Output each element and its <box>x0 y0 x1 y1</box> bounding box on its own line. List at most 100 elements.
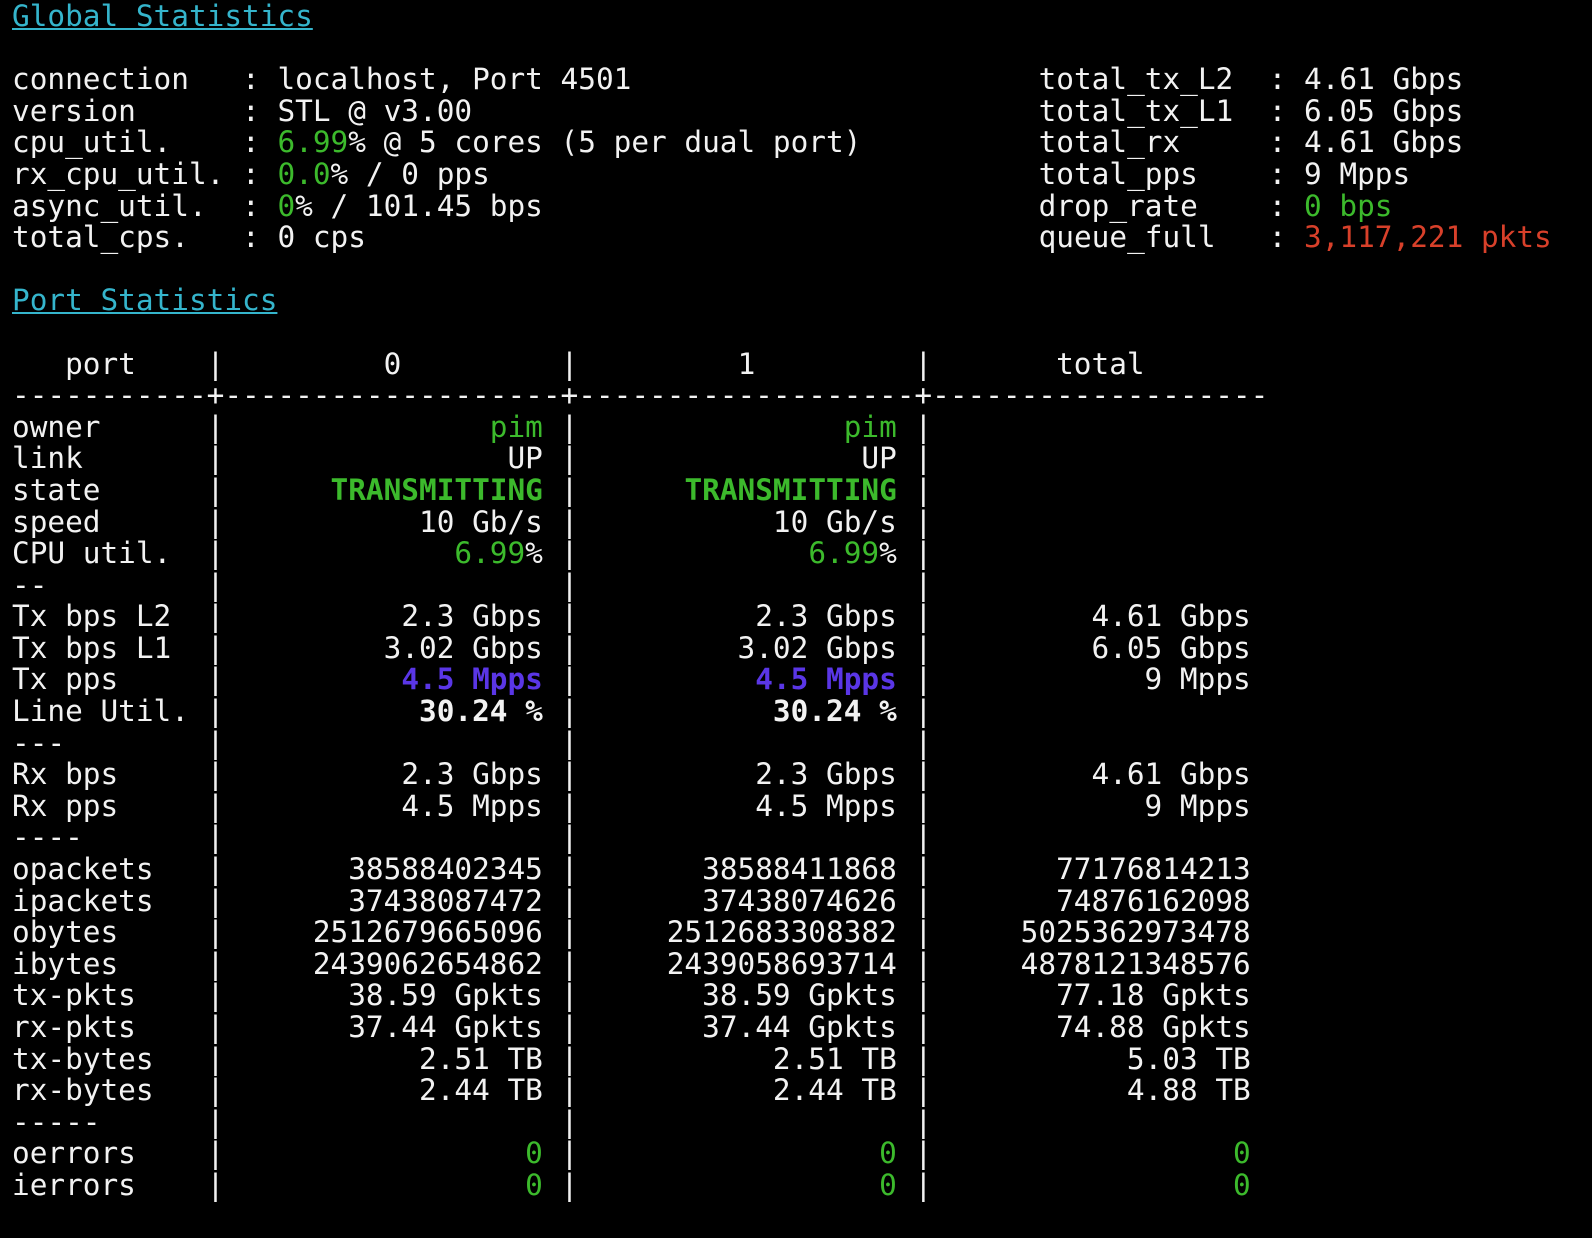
cell-value: 74876162098 <box>1056 883 1251 918</box>
stat-label: total_tx_L2 <box>1038 62 1234 97</box>
global-stat-right: queue_full : 3,117,221 pkts <box>1038 220 1552 255</box>
stat-value: 0.0 <box>277 156 331 191</box>
section-heading: Global Statistics <box>12 0 313 33</box>
stat-label: queue_full <box>1038 220 1216 255</box>
row-label: ierrors <box>12 1167 136 1202</box>
row-label: rx-bytes <box>12 1073 154 1108</box>
cell-value: UP <box>861 441 897 476</box>
stat-label: total_pps <box>1038 156 1198 191</box>
stat-label: rx_cpu_util. <box>12 156 225 191</box>
cell-value: 2.51 TB <box>772 1041 897 1076</box>
cell-value: TRANSMITTING <box>684 472 897 507</box>
row-label: obytes <box>12 915 119 950</box>
cell-value: 4.61 Gbps <box>1091 599 1251 634</box>
cell-value: 4878121348576 <box>1020 946 1251 981</box>
table-row: rx-bytes | 2.44 TB | 2.44 TB | 4.88 TB <box>12 1073 1251 1108</box>
cell-value: 37438087472 <box>348 883 543 918</box>
cell-value: 2.3 Gbps <box>401 757 543 792</box>
cell-value: 3.02 Gbps <box>383 630 543 665</box>
global-stat-row: connection : localhost, Port 4501 total_t… <box>12 62 1464 97</box>
cell-value: 0 <box>879 1136 897 1171</box>
global-stat-row: rx_cpu_util. : 0.0% / 0 pps total_pps : 9… <box>12 156 1411 191</box>
table-row: opackets | 38588402345 | 38588411868 | 7… <box>12 852 1251 887</box>
row-label: oerrors <box>12 1136 136 1171</box>
cell-value: 2.44 TB <box>419 1073 543 1108</box>
cell-value: 2512679665096 <box>312 915 543 950</box>
cell-value: 0 <box>525 1136 543 1171</box>
cell-value: 77176814213 <box>1056 852 1251 887</box>
table-row: link | UP | UP | <box>12 441 933 476</box>
stat-label: total_tx_L1 <box>1038 93 1234 128</box>
cell-value: 37.44 Gpkts <box>348 1010 543 1044</box>
column-header: 0 <box>383 346 402 381</box>
stat-label: connection <box>12 62 189 97</box>
cell-value: % <box>525 536 543 571</box>
row-label: tx-pkts <box>12 978 136 1013</box>
cell-value: 9 Mpps <box>1144 662 1251 697</box>
cell-value: 2.51 TB <box>419 1041 543 1076</box>
cell-value: 2.3 Gbps <box>401 599 543 634</box>
stat-value: 6.99 <box>277 125 349 160</box>
global-stat-right: drop_rate : 0 bps <box>1038 188 1393 223</box>
table-header: port | 0 | 1 | total <box>65 346 1145 381</box>
column-header: 1 <box>737 346 756 381</box>
table-row: Rx bps | 2.3 Gbps | 2.3 Gbps | 4.61 Gbps <box>12 757 1251 792</box>
table-row: ---- | | | <box>12 820 933 855</box>
column-header: port <box>65 346 136 381</box>
row-label: ibytes <box>12 946 119 981</box>
cell-value: 9 Mpps <box>1144 788 1251 823</box>
cell-value: pim <box>843 409 897 444</box>
cell-value: % <box>879 536 897 571</box>
global-stat-right: total_pps : 9 Mpps <box>1038 156 1411 191</box>
cell-value: 3.02 Gbps <box>737 630 897 665</box>
cell-value: 0 <box>1233 1167 1251 1202</box>
stat-value: 6.05 Gbps <box>1304 93 1464 128</box>
stat-value: 0 bps <box>1304 188 1393 223</box>
stat-label: version <box>12 93 136 128</box>
cell-value: 10 Gb/s <box>772 504 897 539</box>
cell-value: UP <box>507 441 543 476</box>
cell-value: 4.5 Mpps <box>401 788 543 823</box>
row-label: Tx pps <box>12 662 119 697</box>
section-heading: Port Statistics <box>12 283 278 318</box>
blank-line <box>12 254 1268 286</box>
stat-value: 4.61 Gbps <box>1304 62 1464 97</box>
cell-value: 2439062654862 <box>312 946 543 981</box>
table-row: tx-bytes | 2.51 TB | 2.51 TB | 5.03 TB <box>12 1041 1251 1076</box>
cell-value: 5025362973478 <box>1020 915 1251 950</box>
table-row: -- | | | <box>12 567 933 602</box>
column-header: total <box>1056 346 1145 381</box>
cell-value: 0 <box>525 1167 543 1202</box>
stat-label: drop_rate <box>1038 188 1198 223</box>
cell-value: 2.44 TB <box>772 1073 897 1108</box>
table-row: oerrors | 0 | 0 | 0 <box>12 1136 1251 1171</box>
global-stat-row: cpu_util. : 6.99% @ 5 cores (5 per dual … <box>12 125 1464 160</box>
stat-value: 3,117,221 pkts <box>1304 220 1552 255</box>
row-label: CPU util. <box>12 536 172 571</box>
global-stat-row: total_cps. : 0 cps queue_full : 3,117,221… <box>12 220 1552 255</box>
stat-value: 9 Mpps <box>1304 156 1411 191</box>
cell-value: 4.61 Gbps <box>1091 757 1251 792</box>
global-stat-row: version : STL @ v3.00 total_tx_L1 : 6.05 … <box>12 93 1464 128</box>
row-label: tx-bytes <box>12 1041 154 1076</box>
cell-value: 38588411868 <box>702 852 897 887</box>
row-label: Tx bps L1 <box>12 630 172 665</box>
row-label: Rx bps <box>12 757 119 792</box>
stat-label: cpu_util. <box>12 125 172 160</box>
row-label: Line Util. <box>12 694 189 729</box>
global-stat-right: total_rx : 4.61 Gbps <box>1038 125 1464 160</box>
row-label: ----- <box>12 1104 101 1139</box>
stat-value: 4.61 Gbps <box>1304 125 1464 160</box>
stat-label: total_cps. <box>12 220 189 255</box>
port-statistics-heading: Port Statistics <box>12 285 1268 317</box>
row-label: ipackets <box>12 883 154 918</box>
table-row: --- | | | <box>12 725 933 760</box>
row-label: -- <box>12 567 48 602</box>
cell-value: 38588402345 <box>348 852 543 887</box>
row-label: state <box>12 472 101 507</box>
cell-value: 30.24 % <box>772 694 897 729</box>
cell-value: 6.99 <box>454 536 526 571</box>
cell-value: 38.59 Gpkts <box>348 978 543 1013</box>
cell-value: 2439058693714 <box>666 946 897 981</box>
cell-value: 30.24 % <box>419 694 543 729</box>
